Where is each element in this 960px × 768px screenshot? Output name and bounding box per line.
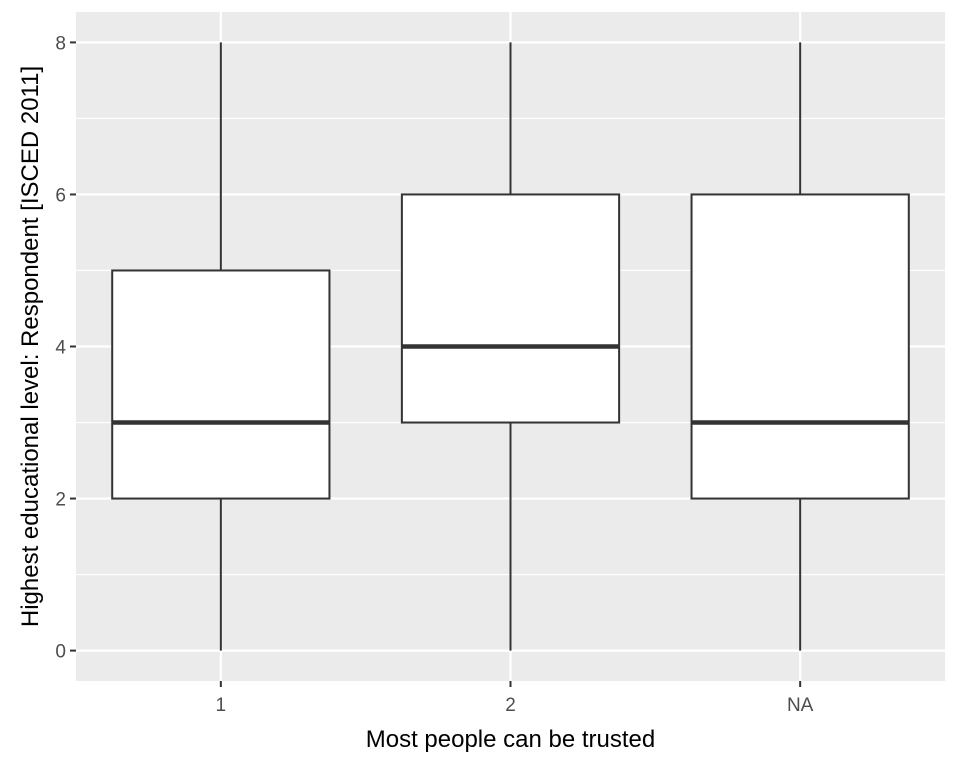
y-tick-label: 8 xyxy=(55,33,66,54)
y-axis-title: Highest educational level: Respondent [I… xyxy=(17,66,44,627)
y-tick-label: 0 xyxy=(55,642,66,663)
x-axis-ticks: 1 2 NA xyxy=(216,681,814,716)
y-axis-ticks: 0 2 4 6 8 xyxy=(55,33,76,663)
x-tick-label: NA xyxy=(787,695,814,716)
box-iqr xyxy=(400,193,621,424)
box-1 xyxy=(111,42,331,651)
x-tick-label: 2 xyxy=(505,695,516,716)
x-axis-title: Most people can be trusted xyxy=(366,726,656,753)
box-NA xyxy=(690,42,910,651)
box-iqr xyxy=(111,269,331,500)
y-tick-label: 2 xyxy=(55,490,66,511)
x-tick-label: 1 xyxy=(216,695,227,716)
box-2 xyxy=(400,42,621,651)
boxes xyxy=(111,42,910,651)
box-iqr xyxy=(690,193,910,500)
y-tick-label: 4 xyxy=(55,338,66,359)
y-tick-label: 6 xyxy=(55,185,66,206)
